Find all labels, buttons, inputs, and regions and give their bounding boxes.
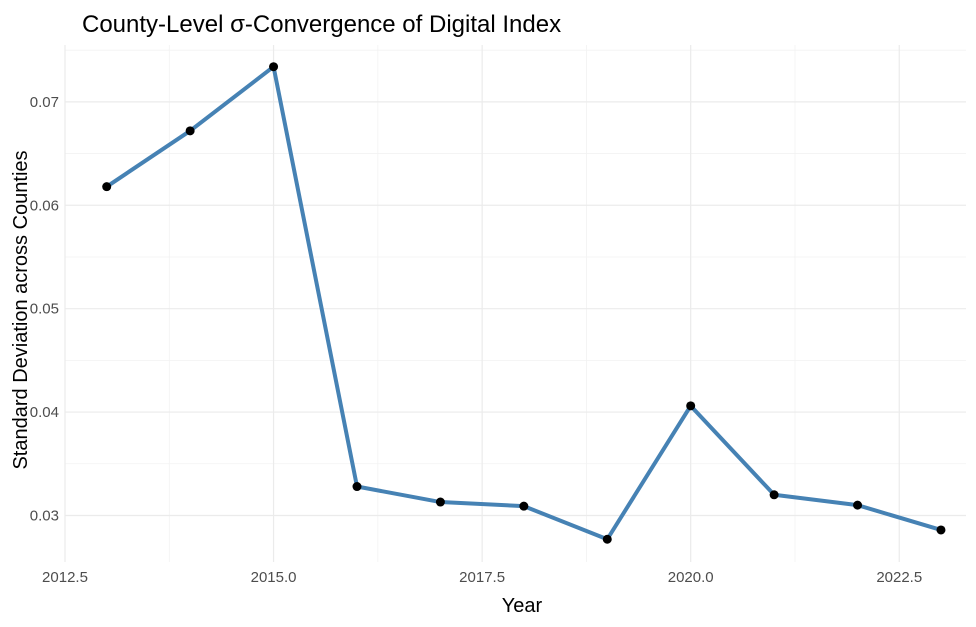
- points-layer: [102, 62, 946, 544]
- y-tick-label: 0.06: [30, 197, 59, 214]
- chart-title: County-Level σ-Convergence of Digital In…: [82, 11, 561, 38]
- data-point: [686, 401, 696, 411]
- data-point: [769, 490, 779, 500]
- x-tick-label: 2015.0: [251, 569, 297, 586]
- x-axis-title: Year: [502, 595, 543, 617]
- y-tick-label: 0.05: [30, 301, 59, 318]
- grid: [64, 45, 966, 562]
- data-point: [602, 534, 612, 544]
- data-point: [269, 62, 279, 72]
- data-point: [185, 126, 195, 136]
- data-point: [435, 497, 445, 507]
- y-tick-label: 0.04: [30, 404, 59, 421]
- y-tick-label: 0.03: [30, 507, 59, 524]
- x-tick-label: 2017.5: [459, 569, 505, 586]
- data-point: [352, 482, 362, 492]
- data-point: [936, 525, 946, 535]
- x-tick-labels: 2012.5 2015.0 2017.5 2020.0 2022.5: [42, 569, 922, 586]
- x-tick-label: 2012.5: [42, 569, 88, 586]
- series-line: [104, 64, 943, 542]
- x-tick-label: 2020.0: [668, 569, 714, 586]
- y-axis-title: Standard Deviation across Counties: [10, 150, 32, 469]
- data-point: [853, 500, 863, 510]
- x-tick-label: 2022.5: [876, 569, 922, 586]
- data-point: [102, 182, 112, 192]
- series-layer: [104, 64, 943, 542]
- y-tick-labels: 0.03 0.04 0.05 0.06 0.07: [30, 94, 59, 525]
- data-point: [519, 501, 529, 511]
- y-tick-label: 0.07: [30, 94, 59, 111]
